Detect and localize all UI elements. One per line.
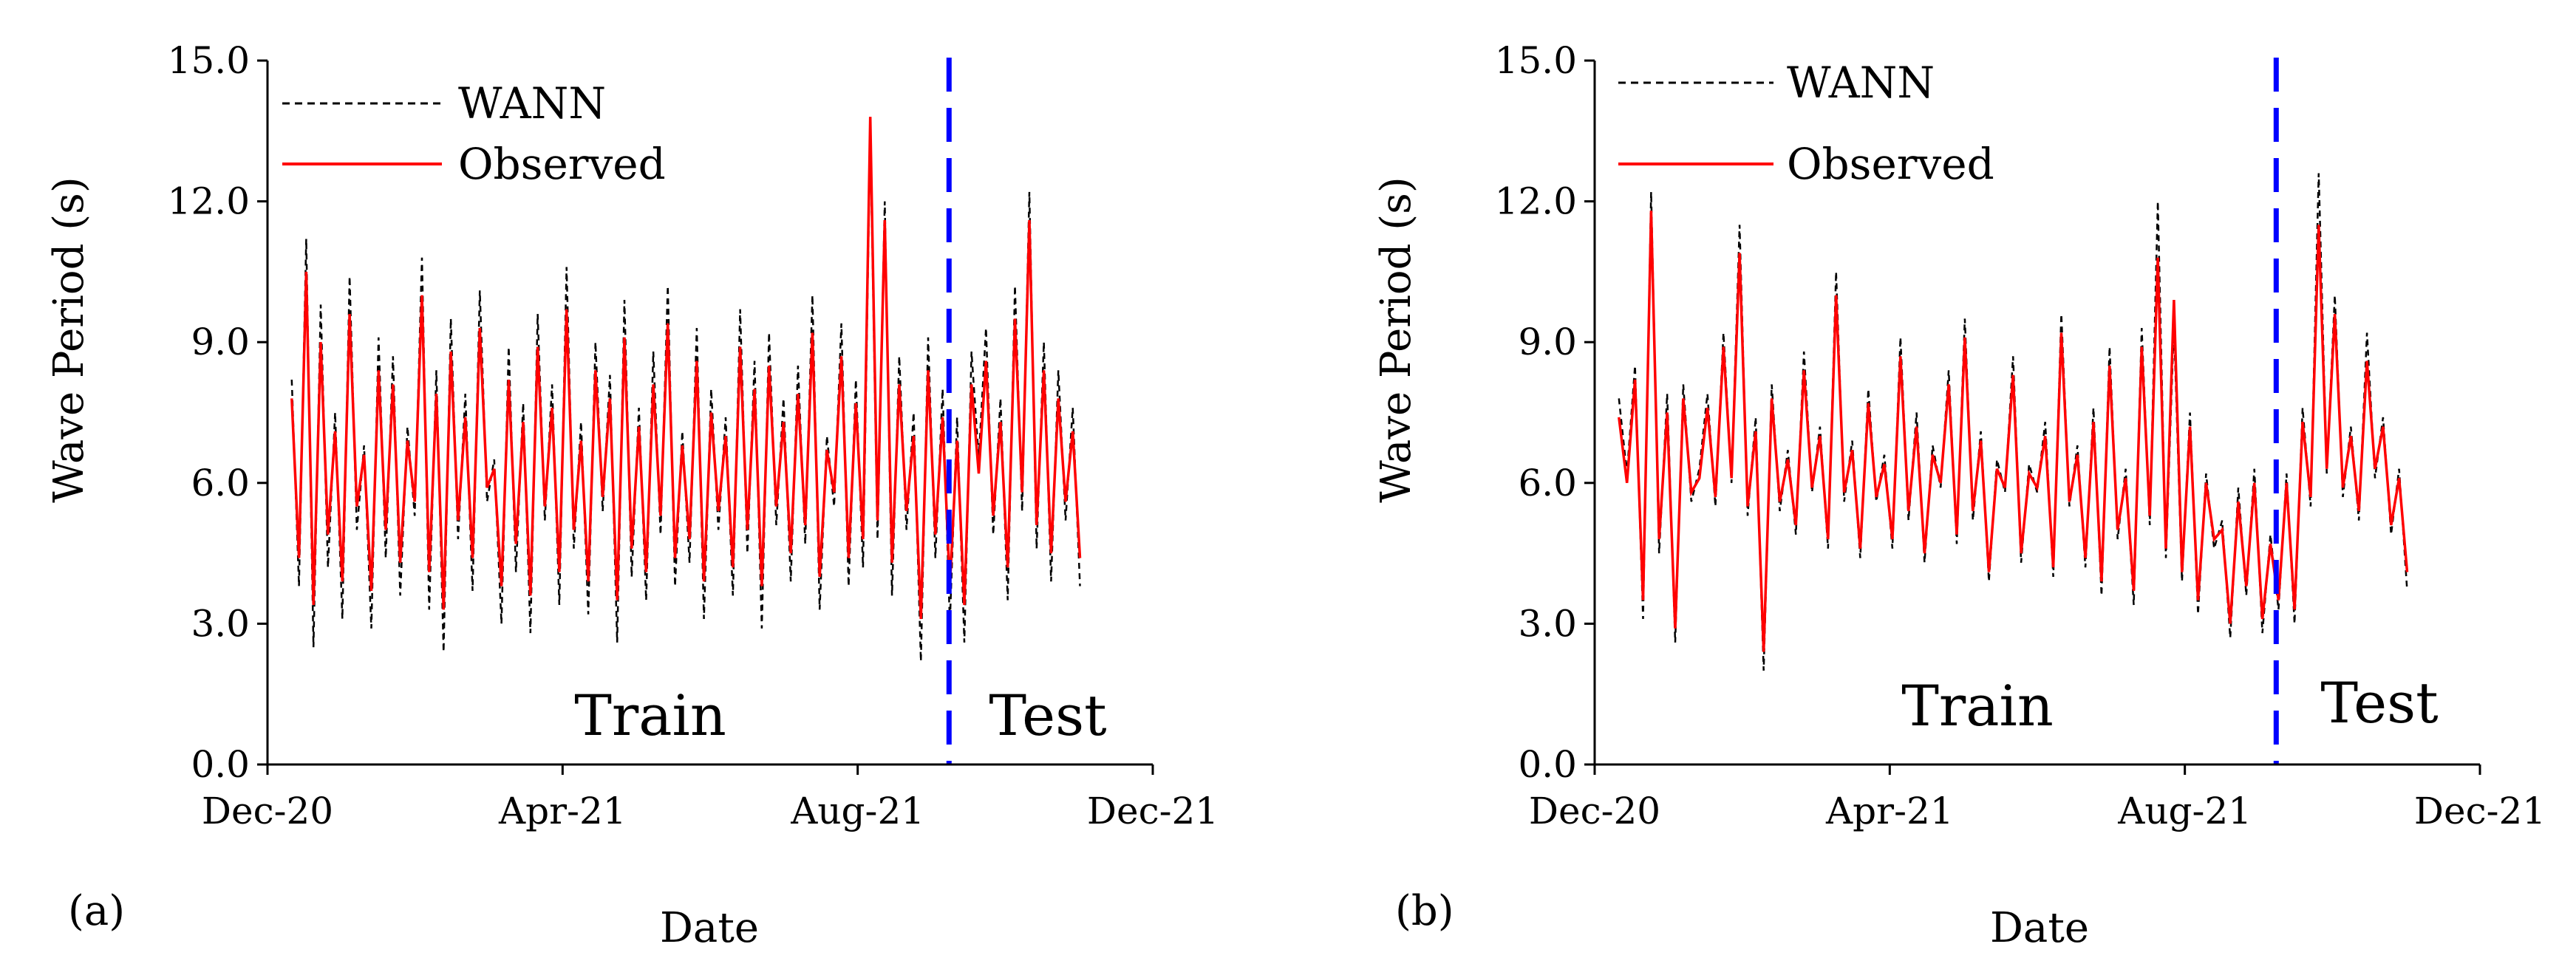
x-tick-label: Apr-21 <box>1825 790 1954 832</box>
train-label-b: Train <box>1901 673 2054 739</box>
x-tick-label: Dec-20 <box>1529 790 1660 832</box>
wann-line-b <box>1618 173 2408 671</box>
y-tick-label: 15.0 <box>168 39 250 82</box>
observed-line-a <box>290 117 1082 620</box>
y-tick-label: 12.0 <box>1495 180 1577 223</box>
x-tick-label: Apr-21 <box>498 790 627 832</box>
axes-a <box>266 61 1153 766</box>
y-tick-label: 0.0 <box>191 743 250 786</box>
y-axis-label-b: Wave Period (s) <box>1372 177 1420 502</box>
train-label-a: Train <box>574 682 726 748</box>
x-ticks-a: Dec-20 Apr-21 Aug-21 Dec-21 <box>202 764 1219 832</box>
legend-b: WANN Observed <box>1618 58 1994 189</box>
series-wann-b <box>1618 173 2408 671</box>
test-label-a: Test <box>989 682 1106 748</box>
x-tick-label: Aug-21 <box>790 790 924 832</box>
y-tick-label: 6.0 <box>1518 462 1577 504</box>
y-tick-label: 9.0 <box>1518 321 1577 363</box>
chart-panel-a: 0.0 3.0 6.0 9.0 12.0 15.0 Dec-20 Apr-21 … <box>45 39 1219 952</box>
x-ticks-b: Dec-20 Apr-21 Aug-21 Dec-21 <box>1529 764 2546 832</box>
x-tick-label: Dec-21 <box>2414 790 2546 832</box>
y-ticks-a: 0.0 3.0 6.0 9.0 12.0 15.0 <box>168 39 268 786</box>
x-tick-label: Dec-21 <box>1087 790 1219 832</box>
legend-a: WANN Observed <box>282 78 666 189</box>
axes-b <box>1593 61 2480 766</box>
legend-observed-label-b: Observed <box>1787 139 1994 189</box>
y-tick-label: 12.0 <box>168 180 250 223</box>
panel-label-a: (a) <box>68 887 125 935</box>
chart-panel-b: 0.0 3.0 6.0 9.0 12.0 15.0 Dec-20 Apr-21 … <box>1372 39 2546 952</box>
y-tick-label: 0.0 <box>1518 743 1577 786</box>
legend-wann-label-a: WANN <box>458 78 606 129</box>
wann-line-a <box>290 131 1081 662</box>
y-tick-label: 6.0 <box>191 462 250 504</box>
y-axis-label-a: Wave Period (s) <box>45 177 93 502</box>
panel-label-b: (b) <box>1395 887 1454 935</box>
x-tick-label: Aug-21 <box>2117 790 2252 832</box>
y-tick-label: 9.0 <box>191 321 250 363</box>
test-label-b: Test <box>2320 670 2438 736</box>
x-axis-label-a: Date <box>660 904 759 952</box>
y-tick-label: 3.0 <box>191 602 250 645</box>
series-wann-a <box>290 131 1081 662</box>
legend-wann-label-b: WANN <box>1787 58 1935 108</box>
y-ticks-b: 0.0 3.0 6.0 9.0 12.0 15.0 <box>1495 39 1595 786</box>
y-tick-label: 3.0 <box>1518 602 1577 645</box>
x-axis-label-b: Date <box>1990 904 2089 952</box>
y-tick-label: 15.0 <box>1495 39 1577 82</box>
legend-observed-label-a: Observed <box>458 139 666 189</box>
series-observed-a <box>290 117 1082 620</box>
x-tick-label: Dec-20 <box>202 790 333 832</box>
